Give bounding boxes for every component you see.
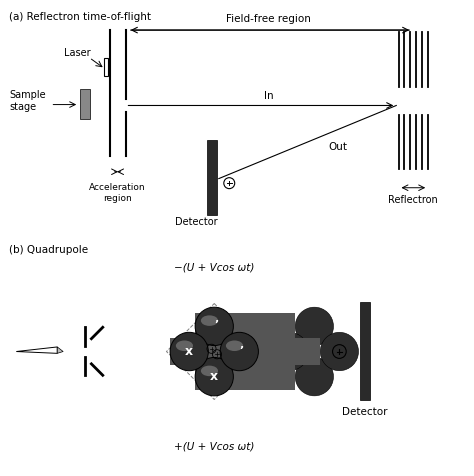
FancyBboxPatch shape <box>208 140 217 215</box>
Polygon shape <box>220 338 320 365</box>
FancyBboxPatch shape <box>104 59 108 76</box>
Ellipse shape <box>201 315 218 326</box>
Ellipse shape <box>270 332 309 371</box>
Text: Detector: Detector <box>175 218 218 228</box>
Text: Sample
stage: Sample stage <box>9 90 46 112</box>
Text: Field-free region: Field-free region <box>227 14 311 24</box>
Polygon shape <box>195 363 295 390</box>
Ellipse shape <box>176 340 193 351</box>
Ellipse shape <box>220 332 258 371</box>
Ellipse shape <box>295 357 334 396</box>
FancyBboxPatch shape <box>360 302 370 400</box>
Text: x: x <box>210 370 219 383</box>
Ellipse shape <box>226 340 243 351</box>
Ellipse shape <box>170 332 209 371</box>
Text: In: In <box>264 91 273 101</box>
Ellipse shape <box>320 332 358 371</box>
Text: ʼ: ʼ <box>239 345 243 355</box>
Polygon shape <box>195 313 295 340</box>
Text: (b) Quadrupole: (b) Quadrupole <box>9 245 89 255</box>
Text: −(U + Vcos ωt): −(U + Vcos ωt) <box>174 263 255 273</box>
Text: (a) Reflectron time-of-flight: (a) Reflectron time-of-flight <box>9 12 152 22</box>
Ellipse shape <box>195 357 233 396</box>
Text: Acceleration
region: Acceleration region <box>89 183 146 203</box>
Text: Out: Out <box>328 141 347 152</box>
Text: +(U + Vcos ωt): +(U + Vcos ωt) <box>174 441 255 451</box>
Polygon shape <box>57 347 63 353</box>
Ellipse shape <box>201 366 218 376</box>
Polygon shape <box>16 347 57 353</box>
Polygon shape <box>170 338 270 365</box>
Ellipse shape <box>195 307 233 346</box>
Text: x: x <box>185 345 193 358</box>
Text: Detector: Detector <box>342 407 388 417</box>
Text: ʼ: ʼ <box>214 319 219 329</box>
Text: Laser: Laser <box>64 48 91 58</box>
Text: Reflectron: Reflectron <box>388 195 438 205</box>
FancyBboxPatch shape <box>80 89 90 119</box>
Ellipse shape <box>295 307 334 346</box>
